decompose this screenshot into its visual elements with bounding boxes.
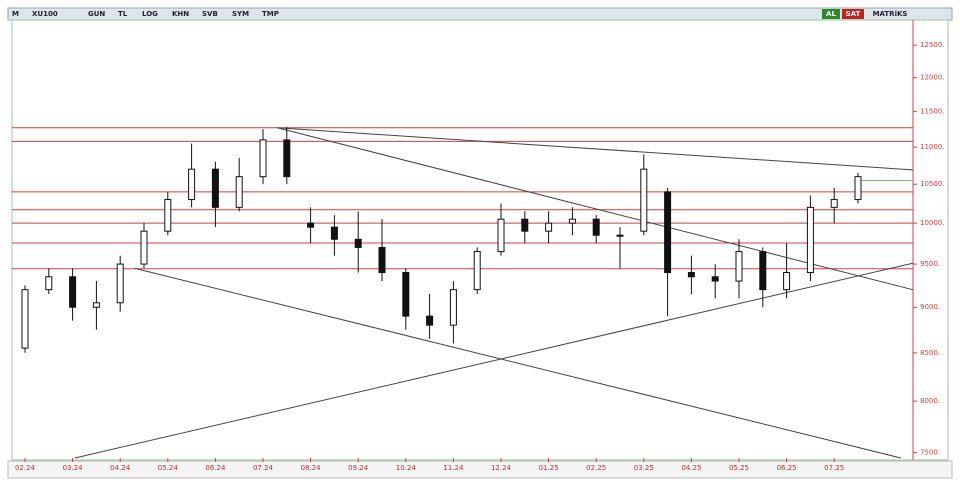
trend-line: [134, 267, 901, 459]
y-tick-label: 7500.: [920, 449, 940, 457]
toolbar-button[interactable]: SVB: [202, 10, 218, 18]
candle-body: [283, 139, 291, 178]
menu[interactable]: M: [12, 10, 19, 18]
y-tick-label: 10500.: [920, 180, 945, 188]
x-tick-label: 06.24: [205, 464, 226, 472]
candle-body: [783, 272, 791, 291]
candle-body: [188, 168, 196, 201]
candle-body: [830, 199, 838, 208]
candle-body: [354, 238, 362, 248]
x-tick-label: 07.24: [253, 464, 274, 472]
toolbar-button[interactable]: TL: [118, 10, 128, 18]
x-tick-label: 01.25: [539, 464, 559, 472]
candle-body: [711, 276, 719, 282]
candle-body: [378, 246, 386, 274]
toolbar-button[interactable]: GUN: [88, 10, 105, 18]
symbol[interactable]: XU100: [32, 10, 58, 18]
y-tick-label: 8000.: [920, 397, 940, 405]
x-tick-label: 12.24: [491, 464, 512, 472]
x-tick-label: 03.25: [634, 464, 654, 472]
candle-body: [259, 139, 267, 178]
candle-body: [568, 218, 576, 224]
buy-label[interactable]: AL: [826, 10, 836, 18]
y-tick-label: 9000.: [920, 303, 940, 311]
candle-body: [664, 191, 672, 274]
candle-body: [449, 289, 457, 326]
toolbar-button[interactable]: SYM: [232, 10, 249, 18]
x-tick-label: 09.24: [348, 464, 369, 472]
y-tick-label: 8500.: [920, 349, 940, 357]
sell-label[interactable]: SAT: [846, 10, 861, 18]
candle-body: [616, 234, 624, 237]
candle-body: [759, 251, 767, 291]
candle-body: [426, 315, 434, 326]
candle-body: [592, 218, 600, 236]
bottom-bar: [7, 460, 953, 479]
candle-body: [92, 302, 100, 308]
x-tick-label: 04.24: [110, 464, 131, 472]
x-tick-label: 03.24: [63, 464, 84, 472]
candle-body: [140, 230, 148, 265]
y-tick-label: 9500.: [920, 260, 940, 268]
candle-body: [473, 251, 481, 291]
trend-line: [277, 127, 913, 171]
y-tick-label: 11500.: [920, 108, 945, 116]
toolbar-button[interactable]: LOG: [142, 10, 158, 18]
x-tick-label: 11.24: [443, 464, 464, 472]
sell-button[interactable]: [842, 9, 864, 19]
x-tick-label: 05.24: [158, 464, 179, 472]
candle-body: [854, 176, 862, 201]
x-tick-label: 08.24: [301, 464, 322, 472]
y-tick-label: 12500.: [920, 41, 945, 49]
candle-body: [687, 272, 695, 278]
x-tick-label: 06.25: [777, 464, 797, 472]
candle-body: [735, 251, 743, 282]
x-tick-label: 05.25: [729, 464, 749, 472]
candle-body: [21, 289, 29, 349]
brand: MATRiKS: [873, 10, 908, 18]
y-tick-label: 12000.: [920, 74, 945, 82]
x-tick-label: 04.25: [681, 464, 701, 472]
trend-line: [277, 127, 913, 291]
candle-body: [640, 168, 648, 232]
candle-body: [235, 176, 243, 208]
candle-body: [806, 206, 814, 274]
x-tick-label: 10.24: [396, 464, 417, 472]
y-tick-label: 11000.: [920, 143, 945, 151]
toolbar-button[interactable]: TMP: [262, 10, 279, 18]
y-tick-label: 10000.: [920, 219, 945, 227]
candle-body: [497, 218, 505, 253]
candle-body: [69, 276, 77, 308]
candle-body: [116, 263, 124, 304]
toolbar-button[interactable]: KHN: [172, 10, 189, 18]
candle-body: [164, 199, 172, 232]
x-tick-label: 02.24: [15, 464, 36, 472]
x-tick-label: 02.25: [586, 464, 606, 472]
x-tick-label: 07.25: [824, 464, 844, 472]
plot-frame: [11, 19, 949, 461]
trend-line: [74, 262, 913, 459]
candle-body: [545, 222, 553, 232]
candle-body: [307, 222, 315, 228]
candle-body: [521, 218, 529, 232]
candle-body: [45, 276, 53, 291]
candle-body: [402, 272, 410, 317]
candle-body: [330, 226, 338, 240]
candle-body: [211, 168, 219, 208]
buy-button[interactable]: [822, 9, 840, 19]
